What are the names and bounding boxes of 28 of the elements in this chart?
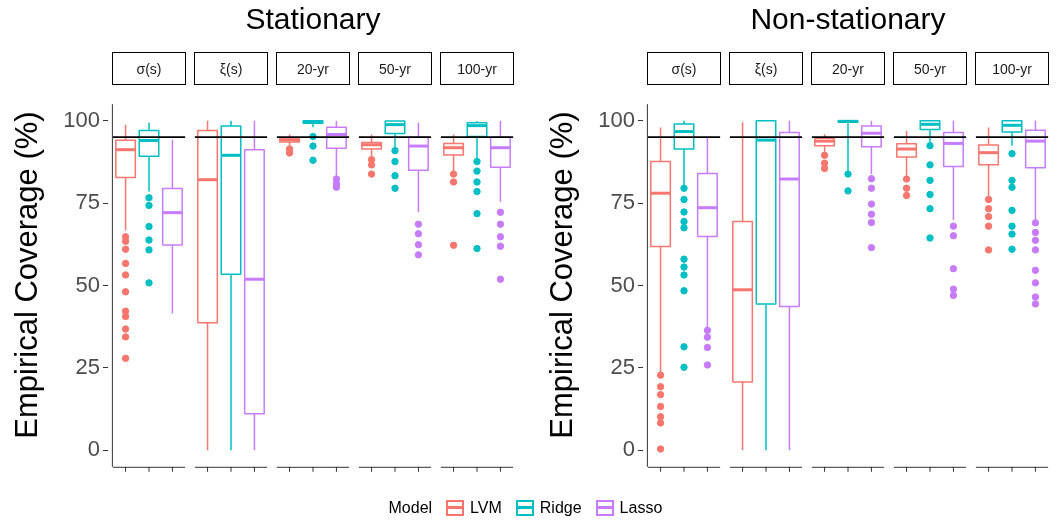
- y-tick-label: 100: [598, 106, 635, 132]
- legend-title: Model: [388, 499, 433, 517]
- y-axis-title: Empirical Coverage (%): [543, 111, 580, 439]
- y-tick-label: 75: [610, 189, 635, 215]
- x-tick-label: σ(s): [647, 52, 721, 85]
- x-tick-label: ξ(s): [194, 52, 268, 85]
- y-tick-label: 0: [87, 436, 100, 462]
- chart-title: Stationary: [244, 2, 382, 36]
- x-tick-label: 20-yr: [811, 52, 885, 85]
- x-tick-label: 20-yr: [276, 52, 350, 85]
- legend-label: Lasso: [619, 499, 663, 517]
- legend-label: Ridge: [539, 499, 582, 517]
- y-tick-label: 50: [610, 271, 635, 297]
- x-tick-label: 50-yr: [358, 52, 432, 85]
- x-tick-label: 100-yr: [440, 52, 514, 85]
- y-tick-label: 75: [75, 189, 100, 215]
- legend-label: LVM: [470, 499, 502, 517]
- y-tick-label: 25: [610, 353, 635, 379]
- chart-title: Non-stationary: [749, 2, 947, 36]
- y-axis-title: Empirical Coverage (%): [8, 111, 45, 439]
- y-tick-label: 0: [622, 436, 635, 462]
- x-tick-label: σ(s): [112, 52, 186, 85]
- x-tick-label: ξ(s): [729, 52, 803, 85]
- x-tick-label: 100-yr: [975, 52, 1049, 85]
- y-tick-label: 50: [75, 271, 100, 297]
- x-tick-label: 50-yr: [893, 52, 967, 85]
- y-tick-label: 100: [63, 106, 100, 132]
- y-tick-label: 25: [75, 353, 100, 379]
